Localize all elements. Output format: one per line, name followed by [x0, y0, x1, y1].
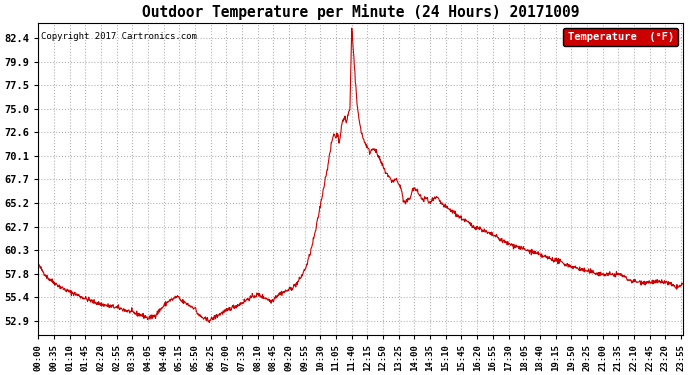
Title: Outdoor Temperature per Minute (24 Hours) 20171009: Outdoor Temperature per Minute (24 Hours…: [142, 4, 580, 20]
Legend: Temperature  (°F): Temperature (°F): [564, 28, 678, 46]
Text: Copyright 2017 Cartronics.com: Copyright 2017 Cartronics.com: [41, 32, 197, 41]
